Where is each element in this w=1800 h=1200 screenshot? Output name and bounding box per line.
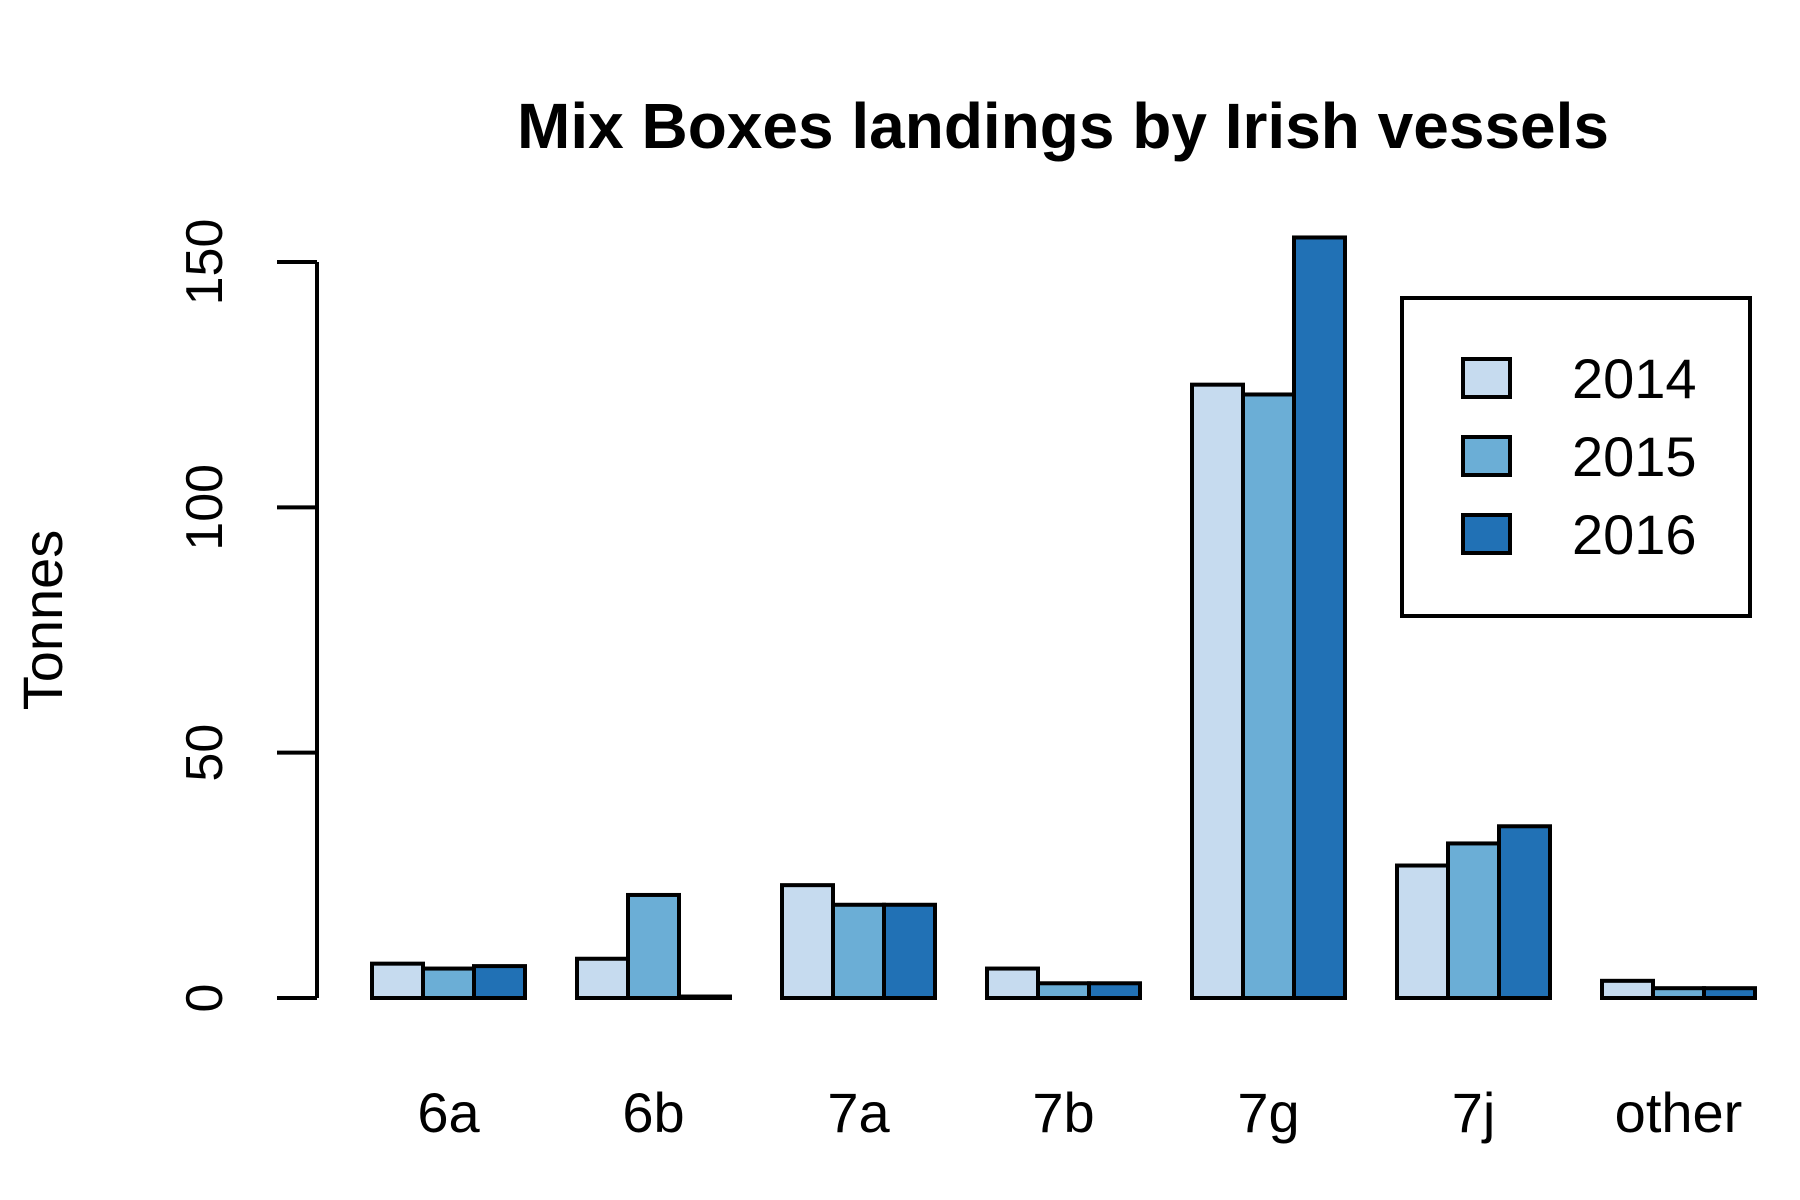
x-tick-label-7j: 7j	[1452, 1081, 1496, 1144]
legend-label-2014: 2014	[1572, 347, 1697, 410]
y-tick-label: 0	[176, 984, 234, 1013]
bar-7b-2014	[985, 966, 1040, 1000]
legend: 2014 2015 2016	[1400, 296, 1752, 618]
bar-6a-2016	[472, 964, 527, 1001]
bar-7a-2014	[780, 883, 835, 1000]
y-tick-label: 100	[176, 464, 234, 551]
x-tick-label-7a: 7a	[827, 1081, 890, 1144]
bar-other-2015	[1651, 986, 1706, 1000]
bar-7b-2016	[1087, 981, 1142, 1001]
chart-title: Mix Boxes landings by Irish vessels	[517, 90, 1609, 162]
bar-6a-2015	[421, 966, 476, 1000]
bar-7j-2014	[1395, 863, 1450, 1001]
x-tick-label-6a: 6a	[417, 1081, 480, 1144]
bar-6b-2015	[626, 892, 681, 1001]
bar-7g-2014	[1190, 382, 1245, 1000]
y-axis-label: Tonnes	[11, 530, 74, 711]
y-tick-label: 50	[176, 724, 234, 782]
bar-6a-2014	[370, 961, 425, 1000]
bar-7j-2016	[1497, 824, 1552, 1000]
x-tick-label-7g: 7g	[1237, 1081, 1299, 1144]
bar-7j-2015	[1446, 841, 1501, 1000]
x-tick-label-7b: 7b	[1032, 1081, 1094, 1144]
legend-box	[1400, 296, 1752, 618]
legend-label-2016: 2016	[1572, 503, 1697, 566]
y-tick-label: 150	[176, 219, 234, 306]
bar-7b-2015	[1036, 981, 1091, 1001]
bar-7g-2015	[1241, 392, 1296, 1001]
bar-7a-2015	[831, 902, 886, 1000]
legend-label-2015: 2015	[1572, 425, 1697, 488]
x-tick-label-other: other	[1615, 1081, 1743, 1144]
bar-7g-2016	[1292, 235, 1347, 1000]
bar-6b-2014	[575, 956, 630, 1000]
bar-6b-2016	[677, 994, 732, 1001]
legend-swatch-2014	[1461, 357, 1512, 399]
bar-other-2014	[1600, 978, 1655, 1000]
bar-other-2016	[1702, 986, 1757, 1000]
legend-swatch-2016	[1461, 513, 1512, 555]
y-axis: 0 50 100 150	[176, 219, 319, 1013]
x-tick-label-6b: 6b	[622, 1081, 684, 1144]
x-axis-labels: 6a 6b 7a 7b 7g 7j other	[417, 1081, 1742, 1144]
bar-7a-2016	[882, 902, 937, 1000]
bars	[370, 235, 1757, 1001]
legend-swatch-2015	[1461, 435, 1512, 477]
